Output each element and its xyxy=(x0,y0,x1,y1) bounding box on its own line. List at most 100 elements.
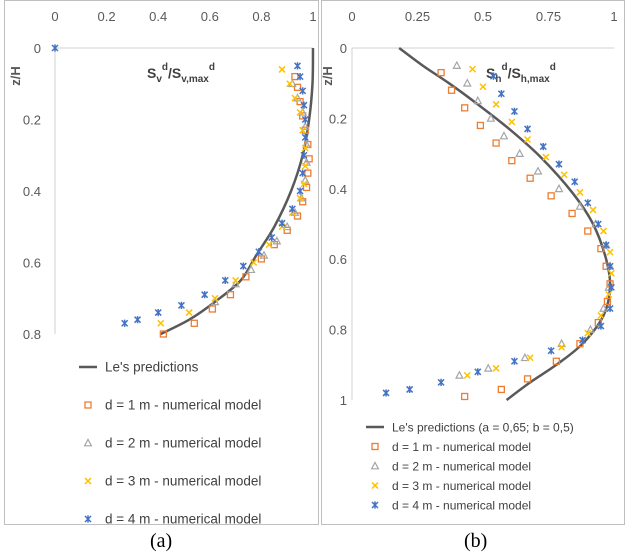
legend-swatch-marker xyxy=(84,401,92,409)
point-series-1 xyxy=(584,227,592,235)
legend-label: d = 1 m - numerical model xyxy=(105,398,261,413)
point-series-1 xyxy=(603,297,612,306)
point-series-4 xyxy=(579,336,587,344)
point-series-3 xyxy=(558,343,566,351)
point-series-4 xyxy=(474,368,482,376)
point-series-4 xyxy=(278,219,286,227)
point-series-4 xyxy=(134,316,142,324)
x-tick-label: 1 xyxy=(610,9,617,24)
point-series-4 xyxy=(571,178,579,186)
point-series-1 xyxy=(523,375,532,383)
y-tick-label: 0.8 xyxy=(23,327,41,342)
x-tick-label: 0 xyxy=(51,9,58,24)
chart-a: 0 0.2 0.4 0.6 0.8 1 0 0.2 0.4 0.6 0.8 z/H Svd/Sv,max… xyxy=(8,9,317,527)
point-series-2 xyxy=(462,78,472,87)
legend-label: d = 2 m - numerical model xyxy=(392,460,531,474)
legend-swatch-marker xyxy=(84,477,92,485)
point-series-3 xyxy=(296,108,304,116)
y-tick-label: 0.4 xyxy=(23,184,41,199)
point-series-4 xyxy=(239,262,247,270)
point-series-4 xyxy=(300,101,308,109)
point-series-2 xyxy=(483,363,493,372)
point-series-4 xyxy=(597,322,605,330)
point-series-3 xyxy=(278,65,286,73)
point-series-3 xyxy=(291,94,299,102)
point-series-1 xyxy=(447,86,456,94)
point-series-2 xyxy=(246,264,256,274)
point-series-1 xyxy=(299,198,307,206)
y-axis-title: z/H xyxy=(8,66,23,86)
y-axis-title: z/H xyxy=(322,66,335,86)
legend-label: Le's predictions xyxy=(105,360,199,375)
point-series-1 xyxy=(497,385,505,394)
point-series-2 xyxy=(231,279,240,288)
point-series-4 xyxy=(594,220,602,228)
point-series-2 xyxy=(259,250,269,259)
point-series-1 xyxy=(283,226,291,234)
caption-b: (b) xyxy=(464,530,488,552)
point-series-2 xyxy=(515,148,525,157)
point-series-3 xyxy=(468,65,477,73)
point-series-2 xyxy=(282,221,292,231)
x-tick-label: 0.2 xyxy=(98,9,116,24)
point-series-3 xyxy=(157,319,165,327)
point-series-1 xyxy=(461,104,469,112)
legend-label: d = 4 m - numerical model xyxy=(392,499,531,513)
point-series-4 xyxy=(293,62,302,70)
point-series-1 xyxy=(476,121,485,130)
point-series-4 xyxy=(255,248,263,256)
point-series-2 xyxy=(272,236,282,245)
point-series-1 xyxy=(492,139,500,147)
point-series-4 xyxy=(489,72,498,80)
point-series-1 xyxy=(508,156,516,165)
chart-b: 0 0.25 0.5 0.75 100.20.40.60.81z/H Shd/Sh,max… xyxy=(320,9,618,513)
point-series-3 xyxy=(301,162,309,170)
point-series-4 xyxy=(301,115,309,124)
legend-label: d = 1 m - numerical model xyxy=(392,440,531,454)
point-series-3 xyxy=(286,80,294,88)
point-series-2 xyxy=(520,352,530,362)
y-tick-label: 0.2 xyxy=(23,113,41,128)
point-series-1 xyxy=(597,244,605,253)
y-tick-label: 0.4 xyxy=(329,182,347,197)
point-series-1 xyxy=(526,174,534,182)
legend-swatch-marker xyxy=(371,501,379,509)
legend-swatch-marker xyxy=(371,442,379,451)
point-series-1 xyxy=(461,392,469,401)
point-series-2 xyxy=(473,95,483,105)
point-series-1 xyxy=(208,305,217,313)
point-series-4 xyxy=(539,142,547,151)
point-series-1 xyxy=(159,330,168,338)
point-series-4 xyxy=(268,233,276,242)
legend-swatch-marker xyxy=(84,515,92,523)
point-series-1 xyxy=(293,83,302,91)
point-series-2 xyxy=(554,183,564,193)
point-series-3 xyxy=(526,354,534,362)
point-series-4 xyxy=(510,107,518,115)
point-series-3 xyxy=(606,248,614,256)
point-series-3 xyxy=(589,206,597,214)
x-tick-label: 0.4 xyxy=(149,9,167,24)
y-tick-label: 0.2 xyxy=(329,111,347,126)
point-series-4 xyxy=(510,357,518,365)
point-series-4 xyxy=(602,241,610,249)
x-tick-label: 0.5 xyxy=(474,9,492,24)
point-series-2 xyxy=(486,113,496,122)
point-series-1 xyxy=(302,183,311,192)
point-series-2 xyxy=(586,324,595,333)
point-series-4 xyxy=(177,301,185,309)
chart-panel-a: 0 0.2 0.4 0.6 0.8 1 0 0.2 0.4 0.6 0.8 z/H Svd/Sv,max… xyxy=(4,0,319,527)
point-series-3 xyxy=(250,258,258,267)
point-series-3 xyxy=(599,227,608,235)
point-series-4 xyxy=(154,308,162,317)
point-series-4 xyxy=(296,73,304,81)
point-series-4 xyxy=(301,133,309,141)
point-series-1 xyxy=(552,357,561,365)
legend-label: d = 3 m - numerical model xyxy=(392,479,531,493)
point-series-3 xyxy=(605,290,613,298)
point-series-2 xyxy=(575,201,585,210)
point-series-2 xyxy=(499,131,509,140)
point-series-3 xyxy=(607,269,615,277)
y-tick-label: 0.8 xyxy=(329,323,347,338)
point-series-1 xyxy=(226,291,235,299)
